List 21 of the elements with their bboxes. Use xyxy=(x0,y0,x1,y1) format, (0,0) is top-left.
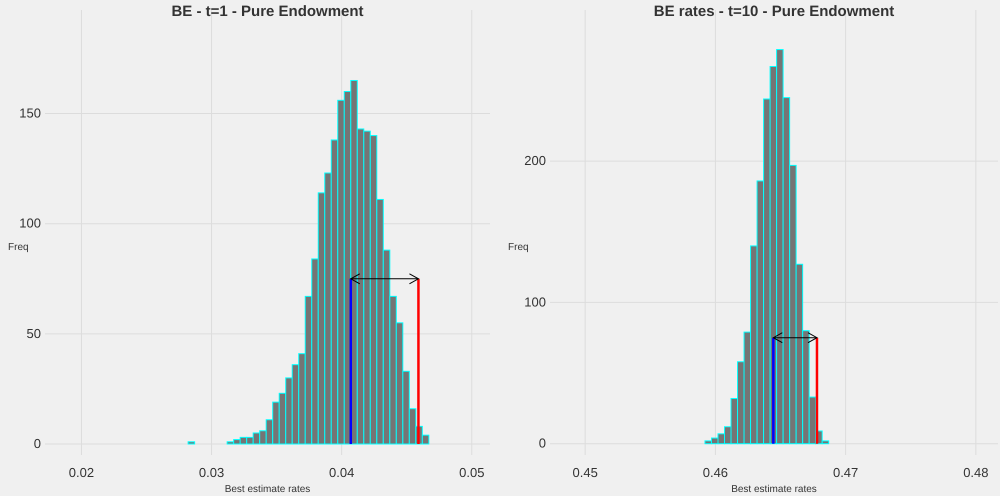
y-tick-label: 100 xyxy=(524,294,546,310)
x-tick-label: 0.02 xyxy=(68,465,94,480)
x-axis-title: Best estimate rates xyxy=(731,484,817,495)
x-tick-label: 0.03 xyxy=(198,465,224,480)
y-tick-label: 100 xyxy=(19,216,41,231)
y-tick-label: 150 xyxy=(19,106,41,121)
x-tick-label: 0.46 xyxy=(702,465,728,480)
x-tick-label: 0.05 xyxy=(459,465,484,480)
y-axis-title: Freq xyxy=(508,242,529,253)
x-tick-label: 0.47 xyxy=(832,465,858,480)
y-tick-label: 0 xyxy=(34,436,41,451)
y-tick-label: 200 xyxy=(524,153,546,168)
y-tick-label: 50 xyxy=(26,326,41,341)
y-axis-title: Freq xyxy=(8,242,29,253)
x-axis-title: Best estimate rates xyxy=(224,484,310,495)
y-tick-label: 0 xyxy=(538,436,546,451)
x-tick-label: 0.04 xyxy=(329,465,354,480)
x-tick-label: 0.48 xyxy=(963,465,989,480)
chart-title: BE - t=1 - Pure Endowment xyxy=(171,3,364,20)
chart-title: BE rates - t=10 - Pure Endowment xyxy=(654,3,894,20)
x-tick-label: 0.45 xyxy=(572,465,598,480)
